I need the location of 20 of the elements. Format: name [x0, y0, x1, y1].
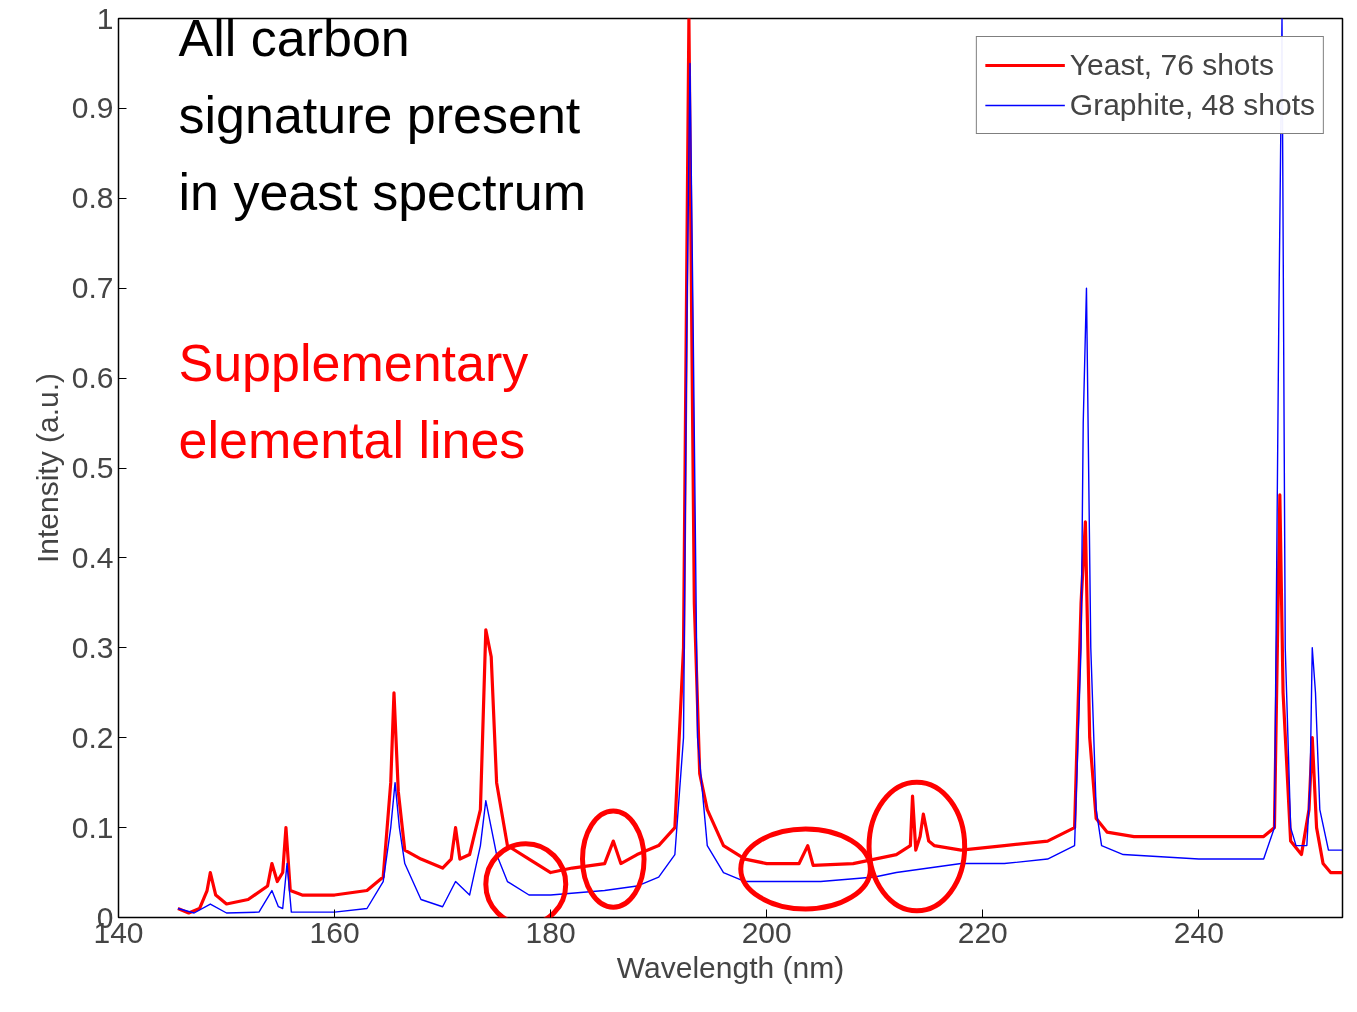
y-tick-label: 0.6: [71, 361, 114, 395]
y-tick-label: 0.1: [71, 810, 114, 844]
y-tick-label: 0.3: [71, 630, 114, 664]
y-tick-label: 0.9: [71, 91, 114, 125]
y-tick-label: 0.8: [71, 181, 114, 215]
y-axis-title: Intensity (a.u.): [30, 372, 64, 564]
x-tick-label: 200: [741, 915, 792, 949]
x-axis-title: Wavelength (nm): [616, 950, 845, 984]
y-tick-label: 0.2: [71, 720, 114, 754]
legend-label: Yeast, 76 shots: [1069, 47, 1274, 83]
y-tick-label: 0.4: [71, 540, 114, 574]
y-tick-label: 0.5: [71, 451, 114, 484]
y-tick-label: 1: [96, 1, 114, 35]
x-tick-label: 160: [309, 915, 360, 949]
annotation: Supplementary elemental lines: [178, 333, 529, 469]
legend-label: Graphite, 48 shots: [1069, 87, 1315, 123]
y-tick-label: 0.7: [71, 271, 114, 305]
x-tick-label: 240: [1173, 915, 1224, 949]
x-tick-label: 180: [525, 915, 576, 949]
x-tick-label: 220: [957, 915, 1008, 949]
